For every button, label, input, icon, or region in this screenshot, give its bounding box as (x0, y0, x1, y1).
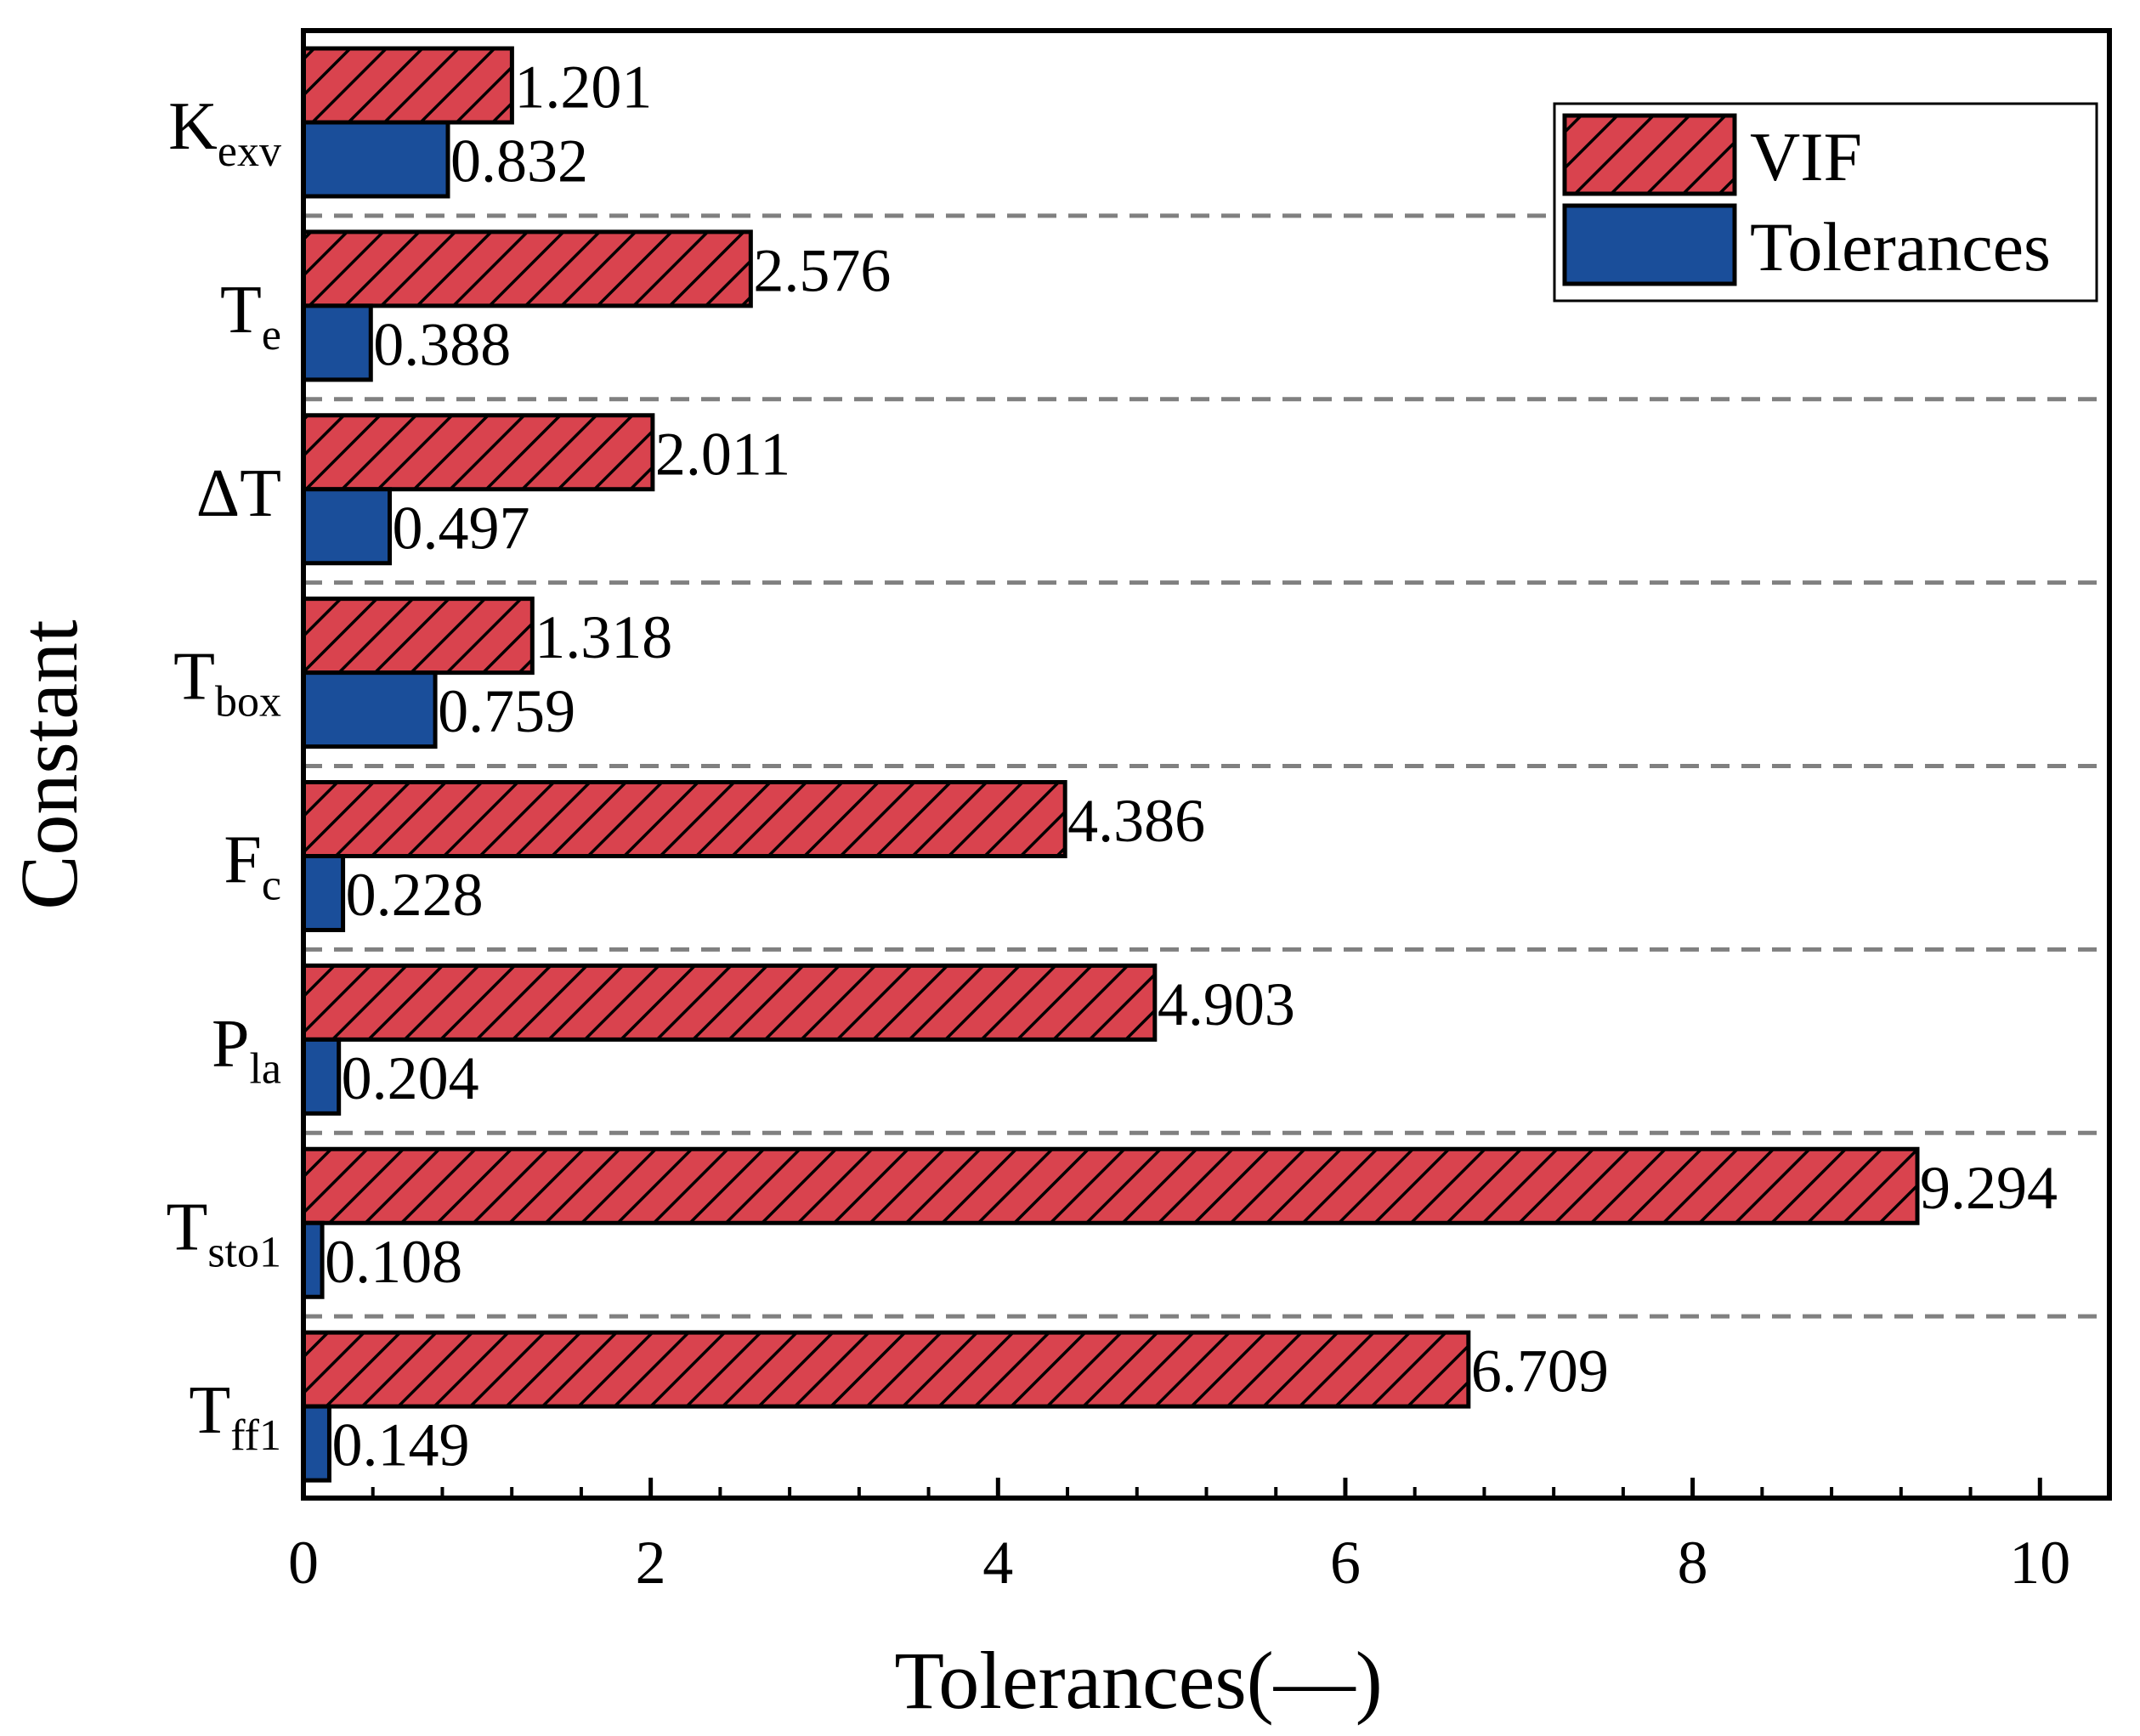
value-label-vif-5: 4.903 (1158, 970, 1295, 1038)
bar-vif-6 (301, 1146, 1920, 1225)
legend-label-vif: VIF (1750, 118, 1862, 195)
value-label-vif-0: 1.201 (514, 54, 652, 122)
x-tick-label: 8 (1678, 1529, 1708, 1597)
category-label-1: Te (220, 273, 281, 359)
category-label-sub: c (262, 862, 281, 910)
category-label-5: Pla (212, 1006, 281, 1093)
legend: VIF Tolerances (1553, 102, 2098, 303)
bars (301, 46, 1920, 1483)
category-label-main: K (168, 89, 218, 164)
bar-vif-7 (301, 1330, 1471, 1409)
bar-vif-1 (301, 229, 753, 308)
value-label-vif-4: 4.386 (1067, 787, 1205, 855)
value-label-tolerances-7: 0.149 (331, 1411, 469, 1479)
category-label-main: F (224, 823, 262, 898)
legend-swatch-tolerances (1562, 203, 1737, 286)
x-axis-ticks: 0 2 4 6 8 10 (288, 1478, 2070, 1597)
bar-vif-4 (301, 780, 1067, 858)
bar-tolerances-5 (301, 1037, 342, 1116)
x-tick-label: 10 (2009, 1529, 2070, 1597)
bar-tolerances-6 (301, 1220, 325, 1299)
category-label-main: T (189, 1373, 230, 1448)
value-label-vif-1: 2.576 (753, 236, 891, 304)
bar-vif-5 (301, 963, 1158, 1042)
value-label-vif-6: 9.294 (1920, 1154, 2058, 1222)
value-label-tolerances-5: 0.204 (342, 1044, 479, 1112)
legend-label-tolerances: Tolerances (1750, 208, 2051, 286)
value-label-tolerances-0: 0.832 (450, 127, 588, 195)
bar-tolerances-4 (301, 854, 346, 932)
category-label-main: T (173, 640, 215, 715)
category-label-3: Tbox (173, 640, 281, 727)
category-label-sub: box (215, 678, 281, 727)
bar-vif-3 (301, 597, 535, 676)
category-label-sub: e (262, 311, 281, 359)
category-label-main: T (166, 1190, 207, 1264)
category-label-sub: ff1 (230, 1411, 281, 1460)
category-label-7: Tff1 (189, 1373, 281, 1460)
category-label-sub: la (249, 1044, 281, 1093)
category-label-2: ΔT (196, 456, 281, 531)
category-label-sub: exv (218, 127, 281, 176)
category-separators (303, 213, 2109, 1319)
bar-tolerances-7 (301, 1404, 331, 1483)
value-label-tolerances-3: 0.759 (438, 677, 575, 745)
category-label-main: ΔT (196, 456, 281, 531)
category-label-sub: sto1 (207, 1228, 281, 1276)
bar-vif-2 (301, 413, 655, 492)
value-label-vif-2: 2.011 (655, 420, 790, 488)
category-label-main: T (220, 273, 262, 348)
x-tick-label: 2 (636, 1529, 666, 1597)
value-label-vif-7: 6.709 (1471, 1337, 1609, 1405)
category-label-0: Kexv (168, 89, 281, 176)
bar-tolerances-3 (301, 670, 438, 749)
bar-tolerances-0 (301, 120, 450, 199)
bar-tolerances-2 (301, 487, 393, 566)
y-axis-title: Constant (3, 619, 94, 910)
bar-tolerances-1 (301, 303, 373, 382)
category-label-6: Tsto1 (166, 1190, 281, 1276)
legend-swatch-vif (1562, 113, 1737, 196)
bar-vif-0 (301, 46, 514, 125)
value-label-tolerances-1: 0.388 (373, 310, 511, 378)
value-label-tolerances-2: 0.497 (393, 494, 530, 562)
value-label-vif-3: 1.318 (535, 603, 672, 671)
value-label-tolerances-4: 0.228 (346, 861, 484, 929)
category-label-4: Fc (224, 823, 281, 910)
value-label-tolerances-6: 0.108 (325, 1228, 462, 1296)
x-tick-label: 4 (982, 1529, 1013, 1597)
x-tick-label: 0 (288, 1529, 319, 1597)
category-label-main: P (212, 1006, 250, 1081)
x-tick-label: 6 (1330, 1529, 1361, 1597)
x-axis-title: Tolerances(—) (894, 1635, 1382, 1726)
